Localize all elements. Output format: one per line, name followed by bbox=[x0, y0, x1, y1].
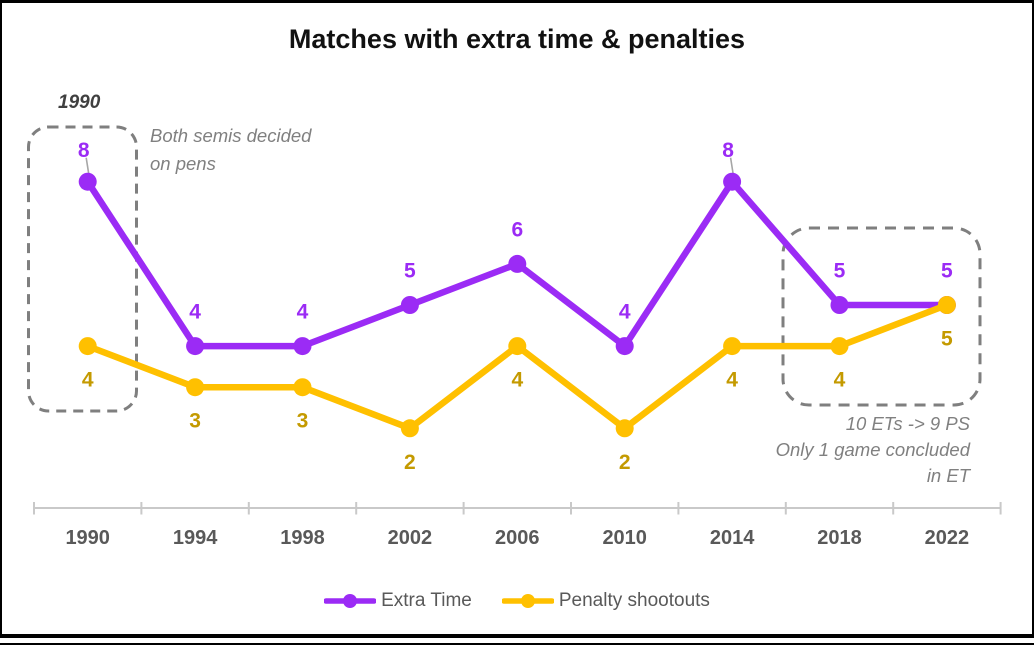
data-point-marker-penalty-shootouts bbox=[78, 337, 97, 356]
data-point-marker-penalty-shootouts bbox=[615, 419, 634, 438]
data-point-marker-penalty-shootouts bbox=[830, 337, 849, 356]
x-axis-label-2018: 2018 bbox=[817, 527, 862, 549]
data-label-penalty-shootouts: 4 bbox=[834, 369, 846, 392]
annotation-semis-note-line1: Both semis decided bbox=[150, 125, 312, 146]
data-point-marker-extra-time bbox=[400, 296, 419, 314]
data-point-marker-extra-time bbox=[830, 296, 849, 314]
data-label-extra-time: 4 bbox=[297, 301, 309, 324]
legend-item-penalty-shootouts: Penalty shootouts bbox=[501, 590, 710, 612]
chart-title: Matches with extra time & penalties bbox=[288, 24, 746, 54]
data-label-penalty-shootouts: 4 bbox=[511, 369, 523, 392]
legend-label-penalty-shootouts: Penalty shootouts bbox=[558, 590, 710, 611]
data-label-extra-time: 8 bbox=[78, 139, 90, 162]
data-label-leader-line bbox=[85, 157, 90, 174]
data-label-penalty-shootouts: 5 bbox=[941, 328, 953, 351]
data-point-marker-extra-time bbox=[186, 337, 205, 356]
annotation-semis-note: Both semis decided on pens bbox=[150, 122, 311, 178]
annotation-ets-note-line3: in ET bbox=[926, 465, 970, 486]
annotation-ets-note-line2: Only 1 game concluded bbox=[775, 439, 970, 460]
x-axis-label-2014: 2014 bbox=[710, 527, 755, 549]
data-label-extra-time: 4 bbox=[619, 301, 631, 324]
legend-label-extra-time: Extra Time bbox=[381, 590, 472, 611]
data-label-extra-time: 5 bbox=[404, 260, 416, 283]
data-label-extra-time: 4 bbox=[189, 301, 201, 324]
data-label-extra-time: 5 bbox=[834, 260, 846, 283]
data-label-penalty-shootouts: 4 bbox=[82, 369, 94, 392]
x-axis-label-2002: 2002 bbox=[388, 527, 433, 549]
data-label-extra-time: 8 bbox=[722, 139, 734, 162]
data-point-marker-penalty-shootouts bbox=[400, 419, 419, 438]
data-label-penalty-shootouts: 3 bbox=[189, 410, 201, 433]
data-point-marker-extra-time bbox=[508, 254, 527, 273]
annotation-1990-label: 1990 bbox=[58, 92, 101, 113]
annotation-ets-note-line1: 10 ETs -> 9 PS bbox=[845, 413, 970, 434]
data-point-marker-extra-time bbox=[78, 172, 97, 191]
data-label-penalty-shootouts: 2 bbox=[404, 451, 416, 474]
chart-legend: Extra Time Penalty shootouts bbox=[0, 590, 1034, 612]
data-label-extra-time: 6 bbox=[511, 218, 523, 241]
x-axis-label-2010: 2010 bbox=[602, 527, 647, 549]
data-label-leader-line bbox=[729, 157, 734, 174]
series-line-penalty-shootouts bbox=[84, 301, 951, 432]
data-label-extra-time: 5 bbox=[941, 260, 953, 283]
data-point-marker-penalty-shootouts bbox=[723, 337, 742, 356]
data-point-marker-extra-time bbox=[293, 337, 312, 356]
data-point-marker-penalty-shootouts bbox=[293, 378, 312, 397]
extra-time-line-marker-icon bbox=[324, 594, 377, 608]
x-axis-label-1990: 1990 bbox=[65, 527, 110, 549]
data-point-marker-penalty-shootouts bbox=[937, 296, 956, 314]
data-label-penalty-shootouts: 3 bbox=[297, 410, 309, 433]
annotation-ets-note: 10 ETs -> 9 PS Only 1 game concluded in … bbox=[776, 411, 970, 489]
penalty-shootouts-line-marker-icon bbox=[501, 594, 554, 608]
x-axis-label-2006: 2006 bbox=[495, 527, 540, 549]
x-axis-label-1994: 1994 bbox=[173, 527, 218, 549]
dashed-highlight-box-1990 bbox=[27, 125, 138, 413]
legend-item-extra-time: Extra Time bbox=[324, 590, 472, 612]
data-point-marker-penalty-shootouts bbox=[186, 378, 205, 397]
annotation-semis-note-line2: on pens bbox=[150, 153, 216, 174]
dashed-highlight-box-2018-2022 bbox=[781, 226, 982, 407]
x-axis-label-1998: 1998 bbox=[280, 527, 325, 549]
data-label-penalty-shootouts: 2 bbox=[619, 451, 631, 474]
chart-border-frame bbox=[0, 0, 1034, 638]
data-point-marker-extra-time bbox=[615, 337, 634, 356]
x-axis-label-2022: 2022 bbox=[925, 527, 970, 549]
data-point-marker-extra-time bbox=[723, 172, 742, 191]
data-label-penalty-shootouts: 4 bbox=[726, 369, 738, 392]
data-point-marker-penalty-shootouts bbox=[508, 337, 527, 356]
bottom-divider-line bbox=[0, 643, 1034, 645]
